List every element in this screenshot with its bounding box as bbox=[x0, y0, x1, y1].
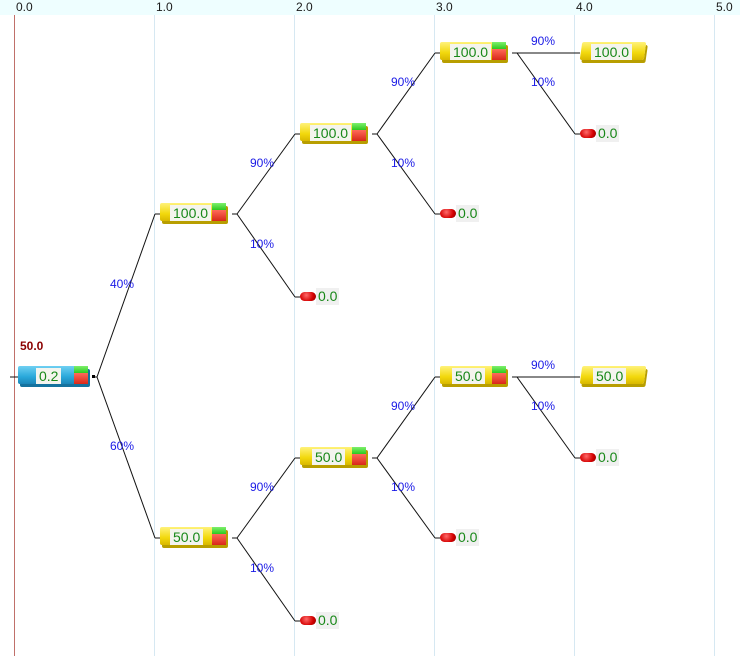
node-value: 0.0 bbox=[316, 288, 340, 305]
chance-node-n3c[interactable]: 50.0 bbox=[440, 366, 512, 388]
terminal-pill-icon bbox=[440, 209, 456, 218]
terminal-pill-icon bbox=[580, 129, 596, 138]
terminal-pill-icon bbox=[440, 533, 456, 542]
node-value: 0.2 bbox=[36, 368, 62, 384]
prob-label-n2b: 10% bbox=[250, 237, 275, 251]
node-status-flag-icon bbox=[352, 123, 366, 141]
gridline-5 bbox=[714, 15, 715, 656]
node-status-flag-icon bbox=[212, 527, 226, 545]
node-value: 0.0 bbox=[316, 612, 340, 629]
terminal-pill-icon bbox=[300, 616, 316, 625]
chance-node-n1b[interactable]: 50.0 bbox=[160, 527, 232, 549]
node-value: 0.0 bbox=[456, 529, 480, 546]
prob-label-n3c: 90% bbox=[391, 399, 416, 413]
gridline-3 bbox=[434, 15, 435, 656]
node-value: 50.0 bbox=[452, 368, 486, 384]
node-value: 50.0 bbox=[170, 529, 204, 545]
node-value: 50.0 bbox=[312, 449, 346, 465]
chance-node-n2c[interactable]: 50.0 bbox=[300, 447, 372, 469]
end-node-n4c[interactable]: 50.0 bbox=[579, 366, 651, 388]
node-value: 50.0 bbox=[593, 368, 627, 384]
ruler-tick-0: 0.0 bbox=[16, 0, 33, 14]
chance-node-n2a[interactable]: 100.0 bbox=[300, 123, 372, 145]
prob-label-n1a: 40% bbox=[110, 277, 135, 291]
gridline-0 bbox=[14, 15, 15, 656]
terminal-node-n3d[interactable]: 0.0 bbox=[440, 529, 486, 546]
terminal-node-n3b[interactable]: 0.0 bbox=[440, 205, 486, 222]
terminal-node-n2b[interactable]: 0.0 bbox=[300, 288, 346, 305]
ruler-tick-3: 3.0 bbox=[436, 0, 453, 14]
node-value: 0.0 bbox=[456, 205, 480, 222]
node-status-flag-icon bbox=[212, 203, 226, 221]
ruler-tick-1: 1.0 bbox=[156, 0, 173, 14]
gridline-1 bbox=[154, 15, 155, 656]
prob-label-n4b: 10% bbox=[531, 75, 556, 89]
prob-label-n4d: 10% bbox=[531, 399, 556, 413]
prob-label-n2d: 10% bbox=[250, 561, 275, 575]
terminal-node-n4d[interactable]: 0.0 bbox=[580, 449, 626, 466]
prob-label-n2a: 90% bbox=[250, 156, 275, 170]
prob-label-n4c: 90% bbox=[531, 358, 556, 372]
prob-label-n4a: 90% bbox=[531, 34, 556, 48]
ruler-tick-2: 2.0 bbox=[296, 0, 313, 14]
ruler-tick-5: 5.0 bbox=[716, 0, 733, 14]
time-axis-ruler: 0.0 1.0 2.0 3.0 4.0 5.0 bbox=[0, 0, 740, 15]
prob-label-n3a: 90% bbox=[391, 75, 416, 89]
root-decision-node[interactable]: 0.2 bbox=[18, 366, 94, 388]
node-value: 0.0 bbox=[596, 125, 620, 142]
node-status-flag-icon bbox=[492, 366, 506, 384]
chance-node-n1a[interactable]: 100.0 bbox=[160, 203, 232, 225]
node-value: 0.0 bbox=[596, 449, 620, 466]
terminal-node-n4b[interactable]: 0.0 bbox=[580, 125, 626, 142]
prob-label-n2c: 90% bbox=[250, 480, 275, 494]
end-node-n4a[interactable]: 100.0 bbox=[579, 42, 651, 64]
root-expected-value-label: 50.0 bbox=[20, 339, 44, 353]
terminal-pill-icon bbox=[580, 453, 596, 462]
node-value: 100.0 bbox=[591, 44, 633, 60]
gridline-4 bbox=[574, 15, 575, 656]
node-value: 100.0 bbox=[170, 205, 212, 221]
prob-label-n1b: 60% bbox=[110, 439, 135, 453]
terminal-node-n2d[interactable]: 0.0 bbox=[300, 612, 346, 629]
terminal-pill-icon bbox=[300, 292, 316, 301]
ruler-tick-4: 4.0 bbox=[576, 0, 593, 14]
prob-label-n3d: 10% bbox=[391, 480, 416, 494]
node-value: 100.0 bbox=[450, 44, 492, 60]
chance-node-n3a[interactable]: 100.0 bbox=[440, 42, 512, 64]
node-status-flag-icon bbox=[492, 42, 506, 60]
gridline-2 bbox=[294, 15, 295, 656]
node-status-flag-icon bbox=[74, 366, 88, 384]
node-value: 100.0 bbox=[310, 125, 352, 141]
prob-label-n3b: 10% bbox=[391, 156, 416, 170]
node-status-flag-icon bbox=[352, 447, 366, 465]
